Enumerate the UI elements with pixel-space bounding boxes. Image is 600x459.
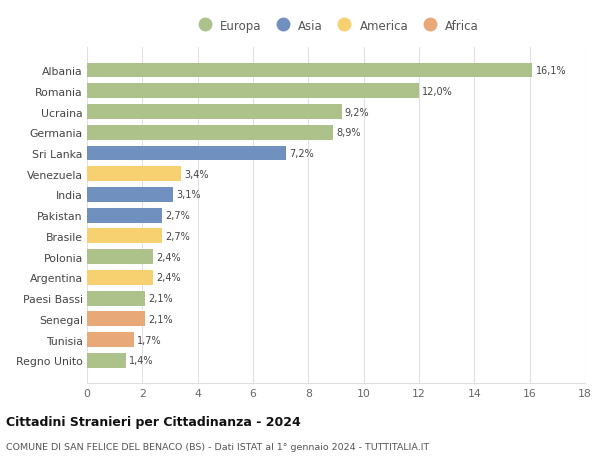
Legend: Europa, Asia, America, Africa: Europa, Asia, America, Africa	[191, 17, 481, 35]
Text: Cittadini Stranieri per Cittadinanza - 2024: Cittadini Stranieri per Cittadinanza - 2…	[6, 415, 301, 428]
Text: 2,7%: 2,7%	[165, 231, 190, 241]
Bar	[87, 84, 419, 99]
Bar	[87, 291, 145, 306]
Text: 16,1%: 16,1%	[536, 66, 566, 76]
Text: 8,9%: 8,9%	[337, 128, 361, 138]
Text: 2,4%: 2,4%	[157, 273, 181, 283]
Text: 2,4%: 2,4%	[157, 252, 181, 262]
Text: 2,1%: 2,1%	[148, 314, 173, 324]
Bar	[87, 167, 181, 182]
Bar	[87, 353, 126, 368]
Bar	[87, 105, 341, 120]
Text: 3,4%: 3,4%	[184, 169, 209, 179]
Text: 3,1%: 3,1%	[176, 190, 200, 200]
Bar	[87, 63, 532, 78]
Bar	[87, 146, 286, 161]
Bar	[87, 332, 134, 347]
Bar	[87, 270, 154, 285]
Bar	[87, 250, 154, 264]
Text: 1,7%: 1,7%	[137, 335, 162, 345]
Text: 12,0%: 12,0%	[422, 87, 453, 96]
Bar	[87, 208, 162, 223]
Bar	[87, 188, 173, 202]
Bar	[87, 312, 145, 327]
Bar	[87, 229, 162, 244]
Text: 9,2%: 9,2%	[345, 107, 370, 117]
Text: 1,4%: 1,4%	[129, 356, 154, 365]
Text: 7,2%: 7,2%	[290, 149, 314, 159]
Text: COMUNE DI SAN FELICE DEL BENACO (BS) - Dati ISTAT al 1° gennaio 2024 - TUTTITALI: COMUNE DI SAN FELICE DEL BENACO (BS) - D…	[6, 442, 429, 451]
Bar	[87, 125, 333, 140]
Text: 2,1%: 2,1%	[148, 293, 173, 303]
Text: 2,7%: 2,7%	[165, 211, 190, 221]
